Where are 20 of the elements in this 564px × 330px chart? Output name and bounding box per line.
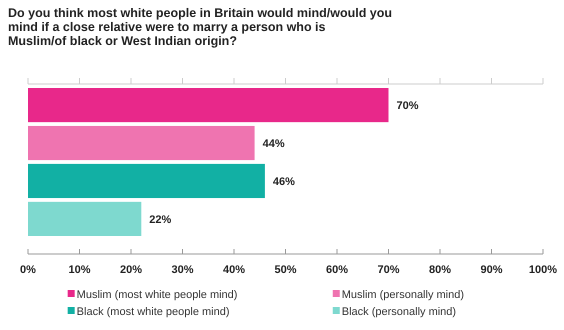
x-tick-label: 70% [377,264,400,276]
data-label: 70% [396,100,419,112]
x-tick-label: 40% [222,264,246,276]
data-label: 22% [149,214,172,226]
x-tick-label: 10% [68,264,91,276]
x-tick-label: 0% [20,264,36,276]
data-label: 44% [262,138,285,150]
legend-label: Black (most white people mind) [76,306,230,318]
legend-label: Black (personally mind) [342,306,456,318]
x-tick-label: 50% [274,264,297,276]
legend-label: Muslim (personally mind) [342,289,464,301]
x-tick-label: 30% [171,264,194,276]
x-tick-label: 90% [480,264,503,276]
legend-label: Muslim (most white people mind) [76,289,238,301]
x-tick-label: 100% [528,264,558,276]
chart-title: Do you think most white people in Britain would mind/would you mind if a close relative were to marry a person who is Muslim/of black or West Indian origin? [8,6,392,48]
x-tick-label: 60% [326,264,348,276]
data-label: 46% [272,176,296,188]
x-tick-label: 20% [120,264,142,276]
x-tick-label: 80% [428,264,452,276]
